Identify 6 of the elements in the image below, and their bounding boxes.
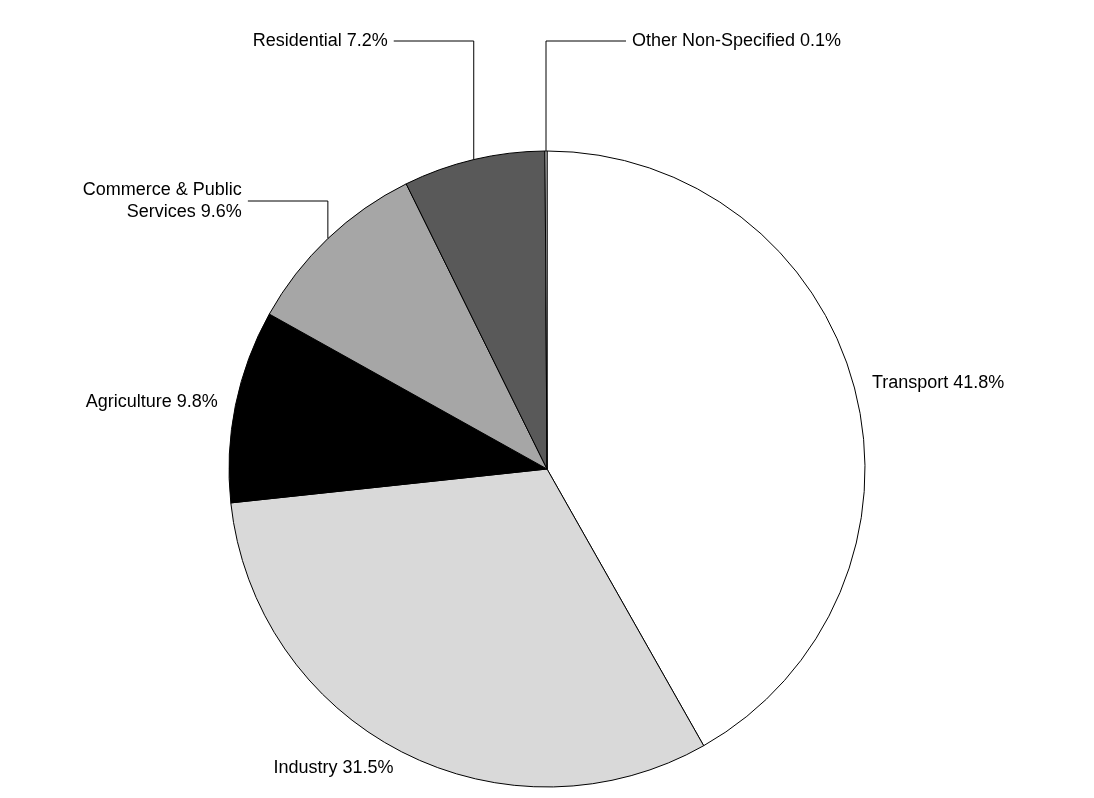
slice-label: Commerce & Public Services 9.6% xyxy=(82,178,242,221)
slice-label: Other Non-Specified 0.1% xyxy=(632,29,842,50)
slice-label: Agriculture 9.8% xyxy=(85,390,218,411)
slice-label: Industry 31.5% xyxy=(273,756,394,777)
slice-label: Transport 41.8% xyxy=(871,372,1005,393)
slice-label: Residential 7.2% xyxy=(252,29,388,50)
